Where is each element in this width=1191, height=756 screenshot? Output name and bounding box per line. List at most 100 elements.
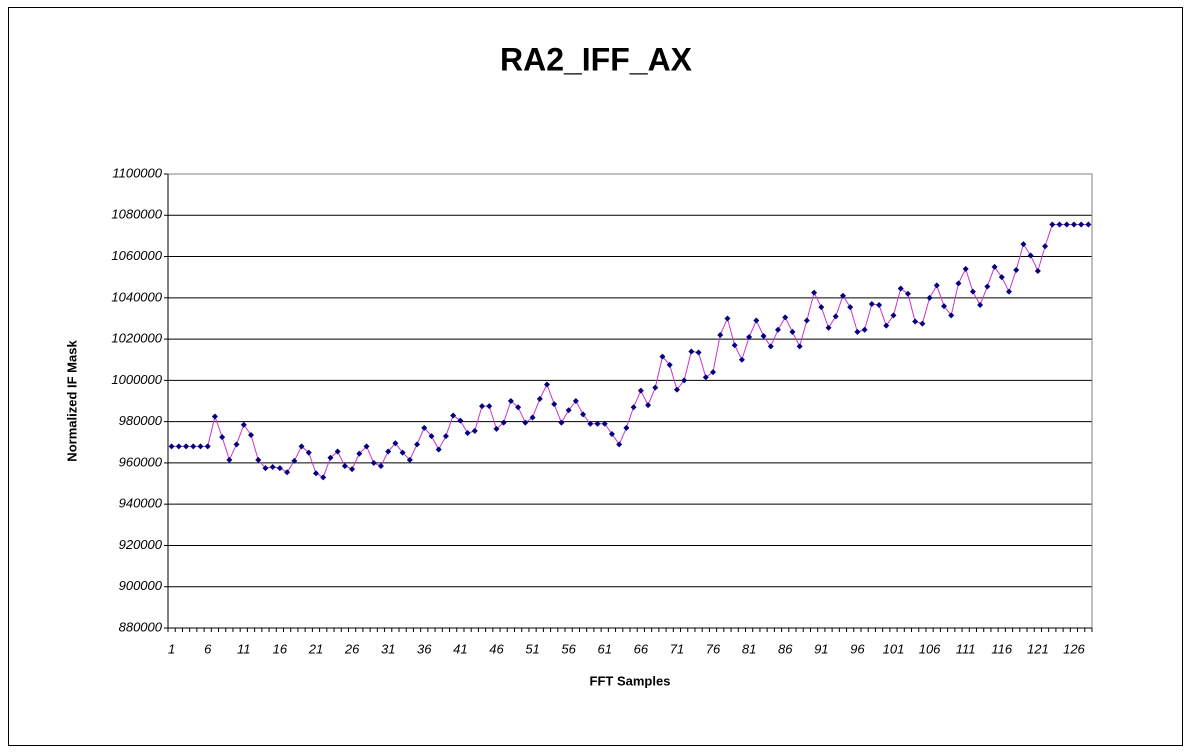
data-point	[1027, 252, 1034, 259]
x-tick-label: 56	[561, 641, 576, 656]
data-point	[897, 285, 904, 292]
y-tick-label: 1060000	[111, 248, 162, 263]
data-point	[450, 412, 457, 419]
y-tick-label: 960000	[119, 454, 163, 469]
data-point	[1034, 267, 1041, 274]
data-point	[955, 280, 962, 287]
data-point	[1020, 241, 1027, 248]
data-point	[688, 348, 695, 355]
x-tick-label: 121	[1027, 641, 1049, 656]
data-point	[933, 282, 940, 289]
data-point	[919, 320, 926, 327]
x-tick-label: 46	[489, 641, 504, 656]
y-tick-label: 1020000	[111, 331, 162, 346]
data-point	[796, 343, 803, 350]
x-tick-label: 11	[237, 641, 251, 656]
data-point	[204, 443, 211, 450]
data-point	[717, 331, 724, 338]
data-point	[320, 474, 327, 481]
data-point	[515, 404, 522, 411]
data-point	[883, 322, 890, 329]
data-point	[1070, 221, 1077, 228]
data-point	[500, 419, 507, 426]
x-tick-label: 21	[308, 641, 323, 656]
data-point	[818, 304, 825, 311]
y-tick-label: 900000	[119, 578, 163, 593]
data-point	[572, 398, 579, 404]
y-tick-label: 1000000	[111, 372, 162, 387]
data-point	[681, 377, 688, 384]
data-point	[363, 443, 370, 450]
data-point	[493, 425, 500, 432]
data-point	[168, 443, 175, 450]
data-point	[385, 448, 392, 455]
x-tick-label: 51	[525, 641, 539, 656]
data-point	[435, 446, 442, 453]
data-point	[630, 404, 637, 411]
data-point	[370, 459, 377, 466]
data-point	[861, 326, 868, 333]
data-point	[457, 417, 464, 424]
data-point	[876, 302, 883, 309]
data-point	[392, 440, 399, 447]
data-point	[356, 450, 363, 457]
data-point	[774, 326, 781, 333]
data-point	[276, 465, 283, 472]
data-point	[811, 289, 818, 296]
x-tick-label: 16	[273, 641, 288, 656]
data-point	[839, 292, 846, 299]
data-point	[522, 419, 529, 426]
data-point	[803, 317, 810, 324]
x-tick-label: 1	[168, 641, 175, 656]
data-point	[1013, 266, 1020, 273]
chart-frame	[8, 7, 1183, 746]
data-point	[580, 411, 587, 418]
data-point	[414, 441, 421, 448]
data-point	[529, 414, 536, 421]
data-point	[854, 328, 861, 335]
data-point	[912, 318, 919, 325]
data-point	[1085, 221, 1092, 228]
data-point	[746, 334, 753, 341]
y-tick-label: 980000	[119, 413, 163, 428]
data-point	[262, 465, 269, 472]
data-point	[248, 432, 255, 439]
x-tick-label: 76	[706, 641, 721, 656]
data-point	[789, 328, 796, 335]
data-point	[377, 463, 384, 470]
data-point	[991, 263, 998, 270]
data-point	[753, 317, 760, 324]
data-point	[767, 343, 774, 350]
data-point	[486, 403, 493, 410]
x-tick-label: 106	[919, 641, 941, 656]
x-tick-label: 116	[991, 641, 1012, 656]
x-tick-label: 61	[598, 641, 612, 656]
data-point	[565, 407, 572, 414]
data-point	[349, 466, 356, 473]
data-point	[1063, 221, 1070, 228]
data-point	[637, 387, 644, 394]
x-tick-label: 71	[670, 641, 684, 656]
data-point	[1042, 243, 1049, 250]
data-point	[623, 424, 630, 431]
y-tick-label: 880000	[119, 619, 163, 634]
y-tick-label: 940000	[119, 496, 163, 511]
data-point	[847, 304, 854, 311]
data-point	[551, 401, 558, 408]
data-point	[211, 413, 218, 420]
data-point	[616, 441, 623, 448]
x-tick-label: 6	[204, 641, 212, 656]
data-point	[673, 386, 680, 393]
data-point	[731, 342, 738, 349]
data-point	[284, 469, 291, 476]
x-tick-label: 41	[453, 641, 467, 656]
x-tick-label: 111	[956, 641, 976, 656]
data-point	[587, 420, 594, 427]
x-tick-label: 86	[778, 641, 793, 656]
y-axis-label: Normalized IF Mask	[64, 340, 79, 462]
data-point	[226, 456, 233, 463]
data-point	[298, 443, 305, 450]
data-point	[984, 283, 991, 290]
data-point	[904, 290, 911, 297]
